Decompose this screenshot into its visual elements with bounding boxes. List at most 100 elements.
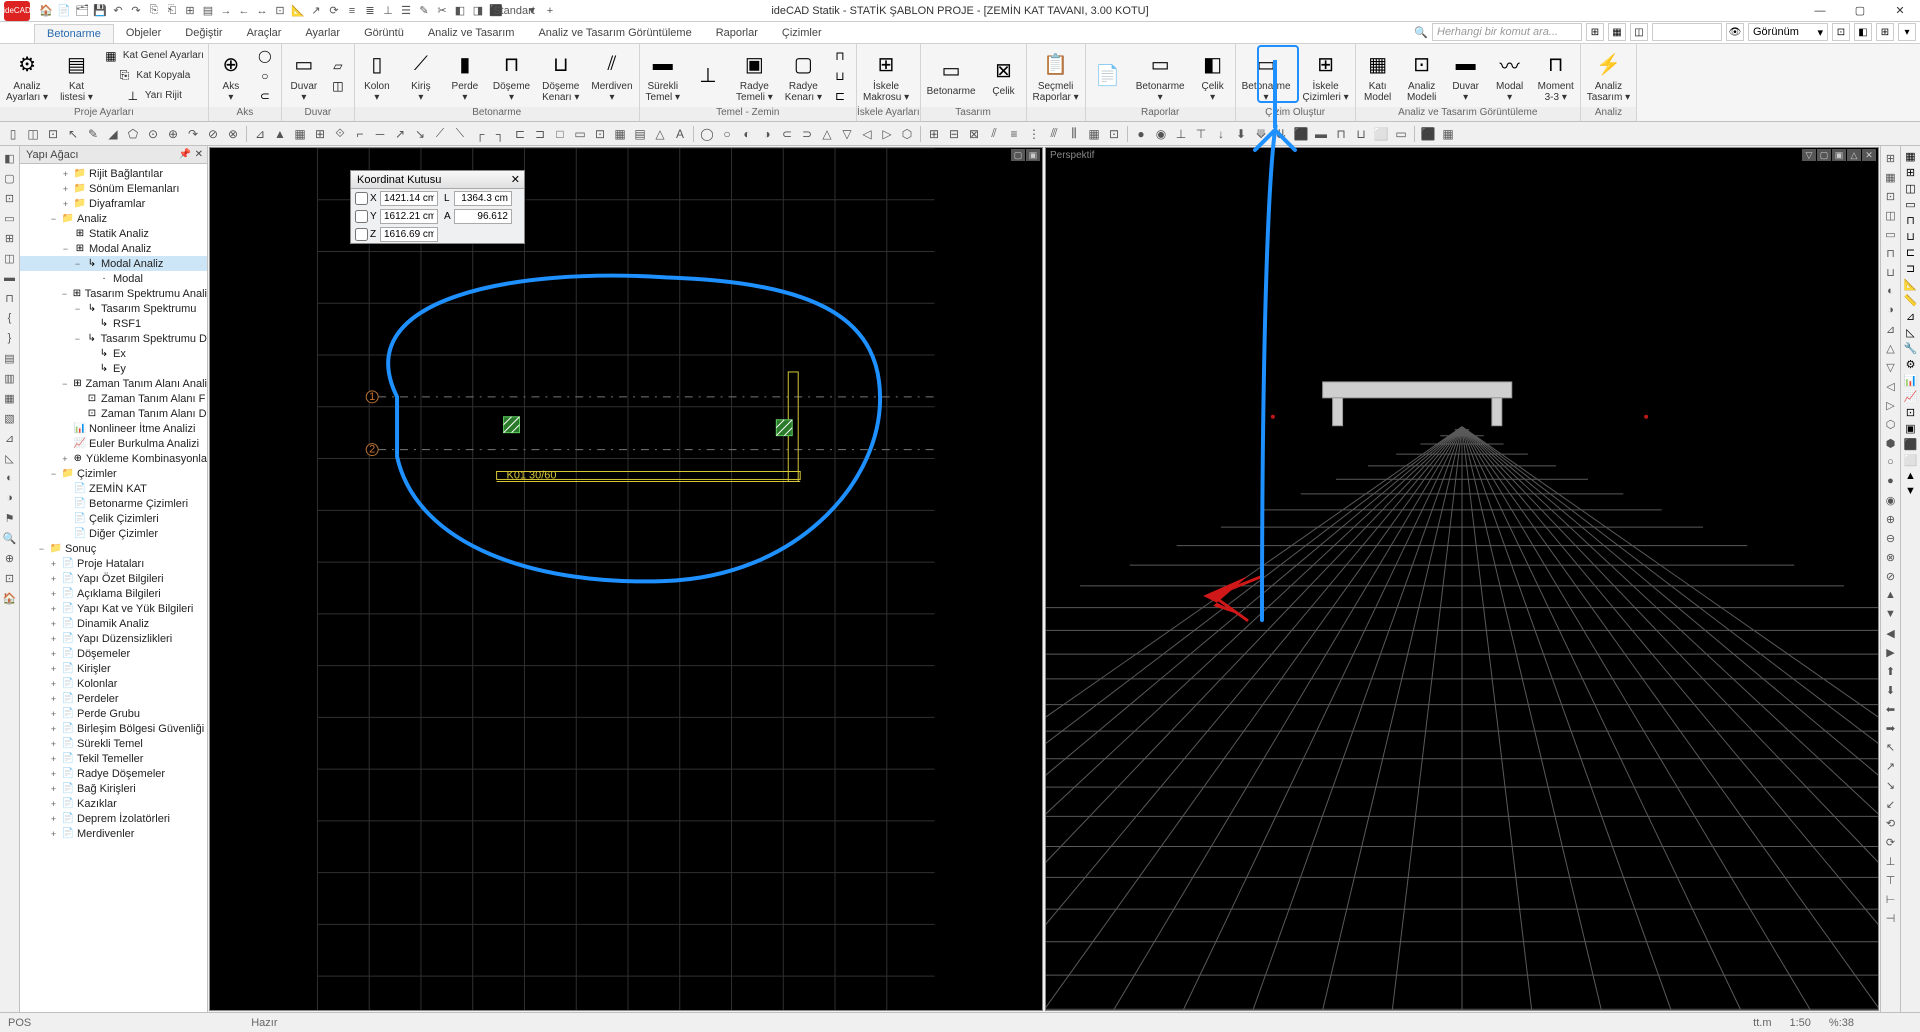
view-btn[interactable]: △ xyxy=(1847,149,1861,161)
tree-node-38[interactable]: +📄Sürekli Temel xyxy=(20,736,207,751)
ribbon-tab-araçlar[interactable]: Araçlar xyxy=(235,24,294,43)
l-input[interactable] xyxy=(454,191,512,206)
right2-btn-12[interactable]: 📏 xyxy=(1904,294,1918,307)
tree-node-44[interactable]: +📄Merdivenler xyxy=(20,826,207,841)
z-lock-checkbox[interactable] xyxy=(355,228,368,241)
tb2-btn-49[interactable]: ⊟ xyxy=(945,125,963,143)
qat-btn-11[interactable]: ← xyxy=(236,3,252,19)
tree-node-19[interactable]: +⊕Yükleme Kombinasyonla xyxy=(20,451,207,466)
qat-btn-19[interactable]: ⊥ xyxy=(380,3,396,19)
qat-btn-3[interactable]: 💾 xyxy=(92,3,108,19)
ribbon-tab-görüntü[interactable]: Görüntü xyxy=(352,24,416,43)
tb2-btn-72[interactable]: ▭ xyxy=(1392,125,1410,143)
tb2-btn-68[interactable]: ▬ xyxy=(1312,125,1330,143)
tb2-btn-70[interactable]: ⊔ xyxy=(1352,125,1370,143)
tb2-btn-9[interactable]: ↷ xyxy=(184,125,202,143)
tb2-btn-69[interactable]: ⊓ xyxy=(1332,125,1350,143)
qat-btn-24[interactable]: ◨ xyxy=(470,3,486,19)
perspective-view[interactable]: Perspektif ▽▢▣△✕ xyxy=(1045,147,1879,1011)
view-btn[interactable]: ▽ xyxy=(1802,149,1816,161)
ribbon-btn-9-1[interactable]: ⊞İskeleÇizimleri ▾ xyxy=(1297,44,1355,107)
ribbon-small-2-1[interactable]: ◫ xyxy=(326,76,354,96)
left-btn-16[interactable]: ▦ xyxy=(2,390,18,406)
left-btn-8[interactable]: ⊓ xyxy=(2,290,18,306)
tb2-btn-51[interactable]: ⫽ xyxy=(985,125,1003,143)
y-input[interactable] xyxy=(380,209,438,224)
right2-btn-27[interactable]: ⬜ xyxy=(1904,454,1918,467)
command-search-input[interactable]: Herhangi bir komut ara... xyxy=(1432,23,1582,41)
right2-btn-24[interactable]: ▣ xyxy=(1905,422,1915,435)
tree-node-13[interactable]: ↳Ey xyxy=(20,361,207,376)
tb2-btn-2[interactable]: ⊡ xyxy=(44,125,62,143)
left-btn-27[interactable]: 🔍 xyxy=(2,530,18,546)
right2-btn-30[interactable]: ▼ xyxy=(1905,485,1916,497)
tb2-btn-57[interactable]: ⊡ xyxy=(1105,125,1123,143)
tb2-btn-5[interactable]: ◢ xyxy=(104,125,122,143)
ribbon-btn-8-0[interactable]: 📄 xyxy=(1086,44,1130,107)
tb2-btn-8[interactable]: ⊕ xyxy=(164,125,182,143)
left-btn-33[interactable]: 🏠 xyxy=(2,590,18,606)
tb2-btn-14[interactable]: ▲ xyxy=(271,125,289,143)
tb2-btn-75[interactable]: ▦ xyxy=(1439,125,1457,143)
left-btn-20[interactable]: ◺ xyxy=(2,450,18,466)
tb2-btn-21[interactable]: ↘ xyxy=(411,125,429,143)
ribbon-btn-3-0[interactable]: ▯Kolon▾ xyxy=(355,44,399,107)
tree-node-5[interactable]: −⊞Modal Analiz xyxy=(20,241,207,256)
tree-node-27[interactable]: +📄Yapı Özet Bilgileri xyxy=(20,571,207,586)
close-panel-icon[interactable]: ✕ xyxy=(195,149,203,160)
tree-node-39[interactable]: +📄Tekil Temeller xyxy=(20,751,207,766)
right2-btn-6[interactable]: ⊓ xyxy=(1906,214,1915,227)
ribbon-small-4-2[interactable]: ⊏ xyxy=(828,86,856,106)
right-btn-3[interactable]: ◫ xyxy=(1883,207,1899,223)
ribbon-btn-8-2[interactable]: ◧Çelik▾ xyxy=(1191,44,1235,107)
right-btn-2[interactable]: ⊡ xyxy=(1883,188,1899,204)
tb2-btn-1[interactable]: ◫ xyxy=(24,125,42,143)
tree-node-15[interactable]: ⊡Zaman Tanım Alanı F xyxy=(20,391,207,406)
left-btn-4[interactable]: ⊞ xyxy=(2,230,18,246)
tree-node-32[interactable]: +📄Döşemeler xyxy=(20,646,207,661)
pin-icon[interactable]: 📌 xyxy=(179,149,191,160)
view-btn[interactable]: ▣ xyxy=(1026,149,1040,161)
tb2-btn-27[interactable]: ⊐ xyxy=(531,125,549,143)
tree-node-6[interactable]: −↳Modal Analiz xyxy=(20,256,207,271)
qat-btn-12[interactable]: ↔ xyxy=(254,3,270,19)
tree-node-24[interactable]: 📄Diğer Çizimler xyxy=(20,526,207,541)
right-btn-35[interactable]: ↙ xyxy=(1883,796,1899,812)
qat-btn-22[interactable]: ✂ xyxy=(434,3,450,19)
tb2-btn-10[interactable]: ⊘ xyxy=(204,125,222,143)
right2-btn-15[interactable]: ◺ xyxy=(1906,326,1914,339)
ribbon-tab-çizimler[interactable]: Çizimler xyxy=(770,24,834,43)
plan-view[interactable]: ▢▣ 12K01 30/60 Koordinat Kutusu✕ XL YA Z xyxy=(209,147,1043,1011)
tb2-btn-46[interactable]: ⬡ xyxy=(898,125,916,143)
ribbon-btn-8-1[interactable]: ▭Betonarme▾ xyxy=(1130,44,1191,107)
qat-btn-10[interactable]: → xyxy=(218,3,234,19)
qat-btn-26[interactable]: Standart xyxy=(506,3,522,19)
tb2-btn-32[interactable]: ▤ xyxy=(631,125,649,143)
left-btn-7[interactable]: ▬ xyxy=(2,270,18,286)
tb2-btn-59[interactable]: ● xyxy=(1132,125,1150,143)
right-btn-42[interactable]: ⊣ xyxy=(1883,910,1899,926)
tree-node-42[interactable]: +📄Kazıklar xyxy=(20,796,207,811)
qat-btn-6[interactable]: ⎘ xyxy=(146,3,162,19)
tool-btn-6[interactable]: ◧ xyxy=(1854,23,1872,41)
right-btn-9[interactable]: ⊿ xyxy=(1883,321,1899,337)
tool-btn-7[interactable]: ⊞ xyxy=(1876,23,1894,41)
tb2-btn-41[interactable]: ⊃ xyxy=(798,125,816,143)
tree-node-28[interactable]: +📄Açıklama Bilgileri xyxy=(20,586,207,601)
tb2-btn-54[interactable]: ⫻ xyxy=(1045,125,1063,143)
right-btn-8[interactable]: ◑ xyxy=(1883,302,1899,318)
tb2-btn-67[interactable]: ⬛ xyxy=(1292,125,1310,143)
qat-btn-21[interactable]: ✎ xyxy=(416,3,432,19)
ribbon-small-0-0[interactable]: ▦Kat Genel Ayarları xyxy=(99,46,208,66)
left-btn-0[interactable]: ◧ xyxy=(2,150,18,166)
tree-node-25[interactable]: −📁Sonuç xyxy=(20,541,207,556)
right-btn-31[interactable]: ➡ xyxy=(1883,720,1899,736)
x-lock-checkbox[interactable] xyxy=(355,192,368,205)
right2-btn-26[interactable]: ⬛ xyxy=(1904,438,1918,451)
left-btn-29[interactable]: ⊕ xyxy=(2,550,18,566)
view-combo[interactable]: Görünüm▾ xyxy=(1748,23,1828,41)
tree-node-41[interactable]: +📄Bağ Kirişleri xyxy=(20,781,207,796)
tool-btn-8[interactable]: ▾ xyxy=(1898,23,1916,41)
right-btn-6[interactable]: ⊔ xyxy=(1883,264,1899,280)
left-btn-3[interactable]: ▭ xyxy=(2,210,18,226)
